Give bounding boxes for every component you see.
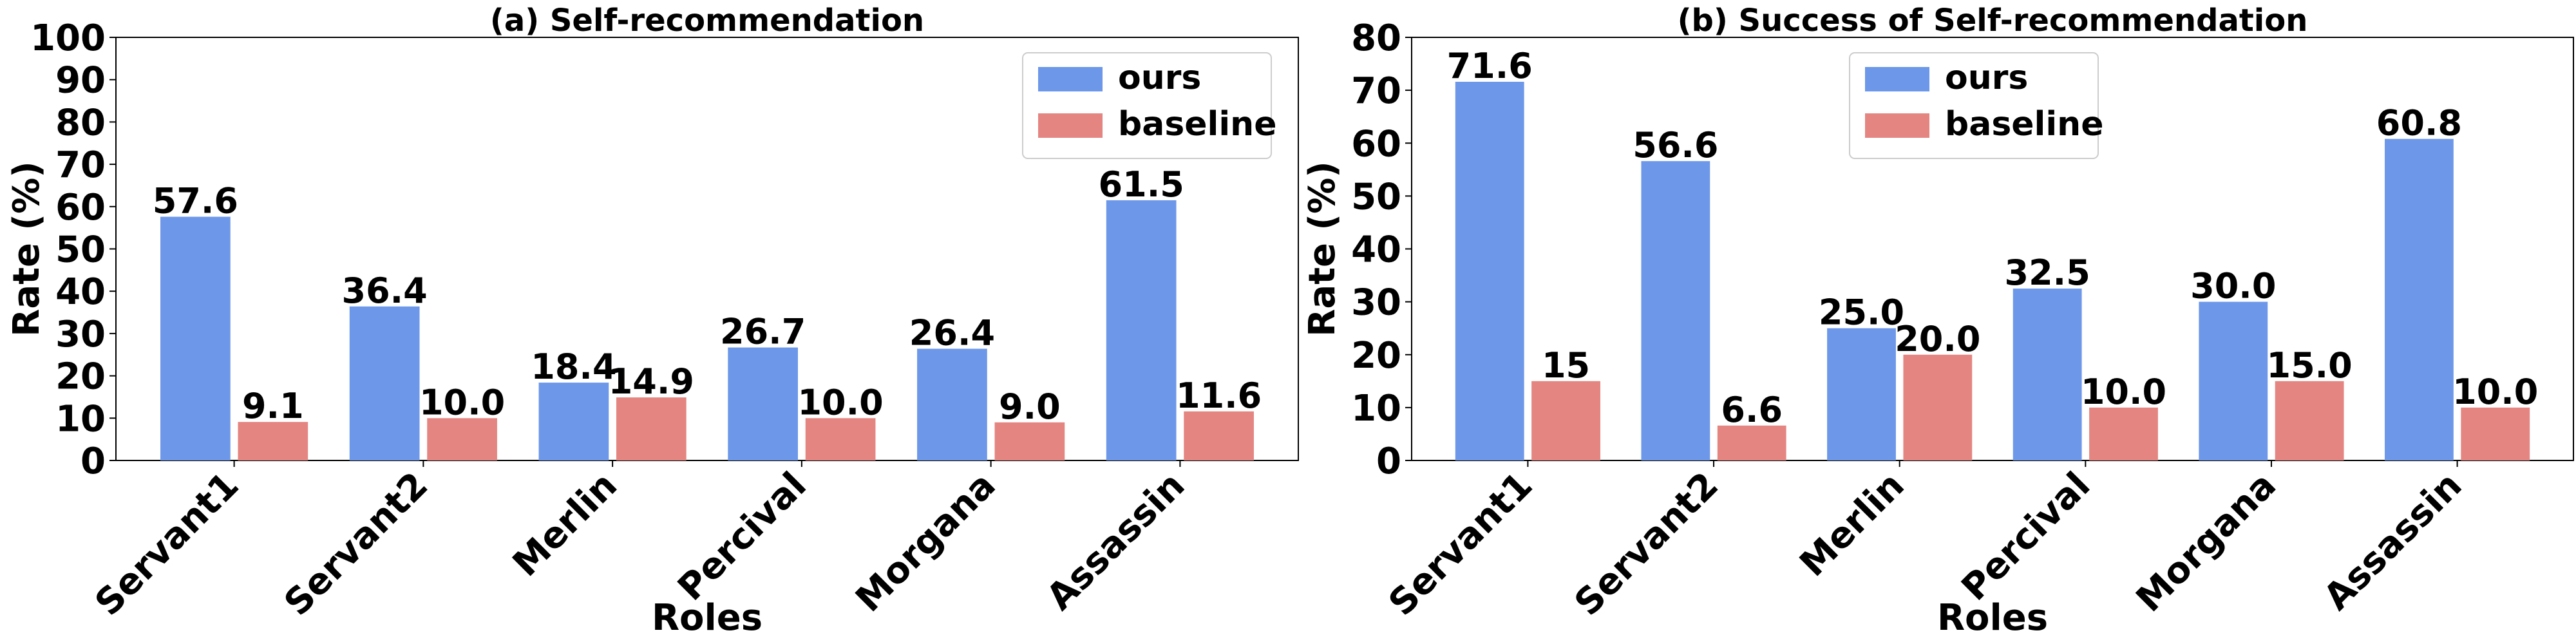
y-tick-label: 60	[55, 187, 106, 229]
y-tick-label: 20	[55, 356, 106, 398]
bar-value-label: 10.0	[2081, 372, 2166, 412]
bar-baseline	[2089, 407, 2158, 460]
bar-baseline	[1717, 425, 1786, 460]
bar-value-label: 9.1	[242, 386, 304, 426]
legend-label-ours: ours	[1945, 59, 2028, 97]
bar-baseline	[1184, 411, 1254, 460]
bar-baseline	[1531, 381, 1600, 460]
bar-ours	[349, 306, 420, 460]
bar-value-label: 10.0	[2452, 372, 2538, 412]
bar-ours	[1106, 200, 1177, 460]
bar-ours	[728, 347, 799, 460]
bar-value-label: 60.8	[2376, 103, 2462, 144]
y-tick-label: 60	[1351, 123, 1401, 165]
y-axis-label: Rate (%)	[1302, 161, 1343, 336]
bar-baseline	[1903, 354, 1973, 460]
bar-value-label: 6.6	[1721, 390, 1783, 430]
bar-value-label: 71.6	[1447, 46, 1533, 86]
y-tick-label: 50	[55, 229, 106, 271]
legend: ours baseline	[1849, 52, 2103, 159]
bar-ours	[1827, 328, 1896, 460]
x-axis-label: Roles	[652, 597, 762, 639]
bar-value-label: 11.6	[1176, 375, 1262, 416]
y-tick-label: 0	[1376, 440, 1401, 482]
y-tick-label: 70	[55, 144, 106, 186]
legend: ours baseline	[1022, 52, 1276, 159]
y-tick-label: 100	[30, 17, 106, 59]
y-axis-label: Rate (%)	[6, 161, 48, 336]
x-axis-label: Roles	[1937, 597, 2048, 639]
chart-panel-0: (a) Self-recommendation 01020304050607080…	[6, 3, 1299, 639]
x-tick-label: Servant2	[276, 464, 436, 624]
bar-ours	[2012, 289, 2082, 460]
y-tick-label: 80	[1351, 17, 1401, 59]
y-tick-label: 70	[1351, 70, 1401, 112]
bar-value-label: 9.0	[999, 386, 1061, 427]
x-tick-label: Assassin	[2316, 464, 2470, 618]
legend-swatch-ours	[1038, 67, 1103, 91]
legend-label-baseline: baseline	[1945, 105, 2103, 144]
bar-baseline	[427, 418, 497, 460]
chart-title: (b) Success of Self-recommendation	[1678, 3, 2308, 39]
bar-value-label: 20.0	[1895, 319, 1980, 359]
chart-panel-1: (b) Success of Self-recommendation 0 10 20 3…	[1302, 3, 2574, 639]
y-tick-label: 10	[55, 398, 106, 440]
bar-baseline	[994, 422, 1065, 460]
bar-ours	[2385, 138, 2454, 460]
bar-value-label: 26.7	[720, 312, 806, 352]
legend-swatch-baseline	[1038, 113, 1103, 138]
y-tick-label: 0	[80, 440, 106, 482]
bar-baseline	[2461, 407, 2530, 460]
bar-ours	[1641, 161, 1710, 461]
bar-baseline	[616, 397, 687, 460]
bar-value-label: 32.5	[2005, 252, 2090, 293]
bar-baseline	[238, 422, 308, 460]
legend-swatch-ours	[1865, 67, 1929, 91]
bar-value-label: 15.0	[2267, 345, 2353, 386]
bar-ours	[1455, 81, 1524, 461]
x-tick-label: Morgana	[848, 464, 1003, 620]
bar-ours	[538, 383, 609, 460]
bar-value-label: 26.4	[909, 313, 995, 354]
y-tick-label: 30	[1351, 282, 1401, 324]
y-tick-label: 40	[55, 271, 106, 313]
y-tick-label: 10	[1351, 388, 1401, 430]
chart-title: (a) Self-recommendation	[490, 3, 924, 39]
x-tick-label: Servant2	[1567, 464, 1727, 624]
y-tick-label: 50	[1351, 176, 1401, 218]
y-tick-label: 80	[55, 102, 106, 144]
bar-value-label: 25.0	[1819, 292, 1904, 333]
x-tick-label: Merlin	[1792, 464, 1912, 585]
bar-baseline	[805, 418, 876, 460]
bar-ours	[917, 348, 987, 460]
x-tick-label: Morgana	[2128, 464, 2284, 620]
y-tick-label: 40	[1351, 229, 1401, 271]
x-tick-label: Merlin	[505, 464, 625, 585]
bar-value-label: 36.4	[342, 270, 428, 311]
x-tick-label: Servant1	[87, 464, 247, 624]
y-tick-label: 90	[55, 60, 106, 102]
bar-baseline	[2275, 381, 2344, 460]
bar-ours	[2199, 301, 2268, 460]
legend-label-baseline: baseline	[1118, 105, 1276, 144]
bar-value-label: 57.6	[153, 181, 238, 222]
legend-label-ours: ours	[1118, 59, 1201, 97]
y-tick-label: 20	[1351, 335, 1401, 377]
bar-value-label: 14.9	[609, 361, 694, 402]
bar-value-label: 10.0	[797, 382, 883, 422]
bar-value-label: 15	[1542, 345, 1590, 386]
x-tick-label: Percival	[1954, 464, 2099, 609]
bar-value-label: 10.0	[419, 382, 505, 422]
bar-ours	[160, 216, 231, 460]
bar-value-label: 18.4	[531, 346, 616, 387]
bar-value-label: 61.5	[1099, 164, 1184, 205]
bar-value-label: 56.6	[1633, 125, 1718, 166]
legend-swatch-baseline	[1865, 113, 1929, 138]
x-tick-label: Percival	[670, 464, 815, 609]
bar-value-label: 30.0	[2190, 266, 2276, 307]
x-tick-label: Assassin	[1039, 464, 1193, 618]
y-tick-label: 30	[55, 314, 106, 355]
x-tick-label: Servant1	[1381, 464, 1540, 624]
